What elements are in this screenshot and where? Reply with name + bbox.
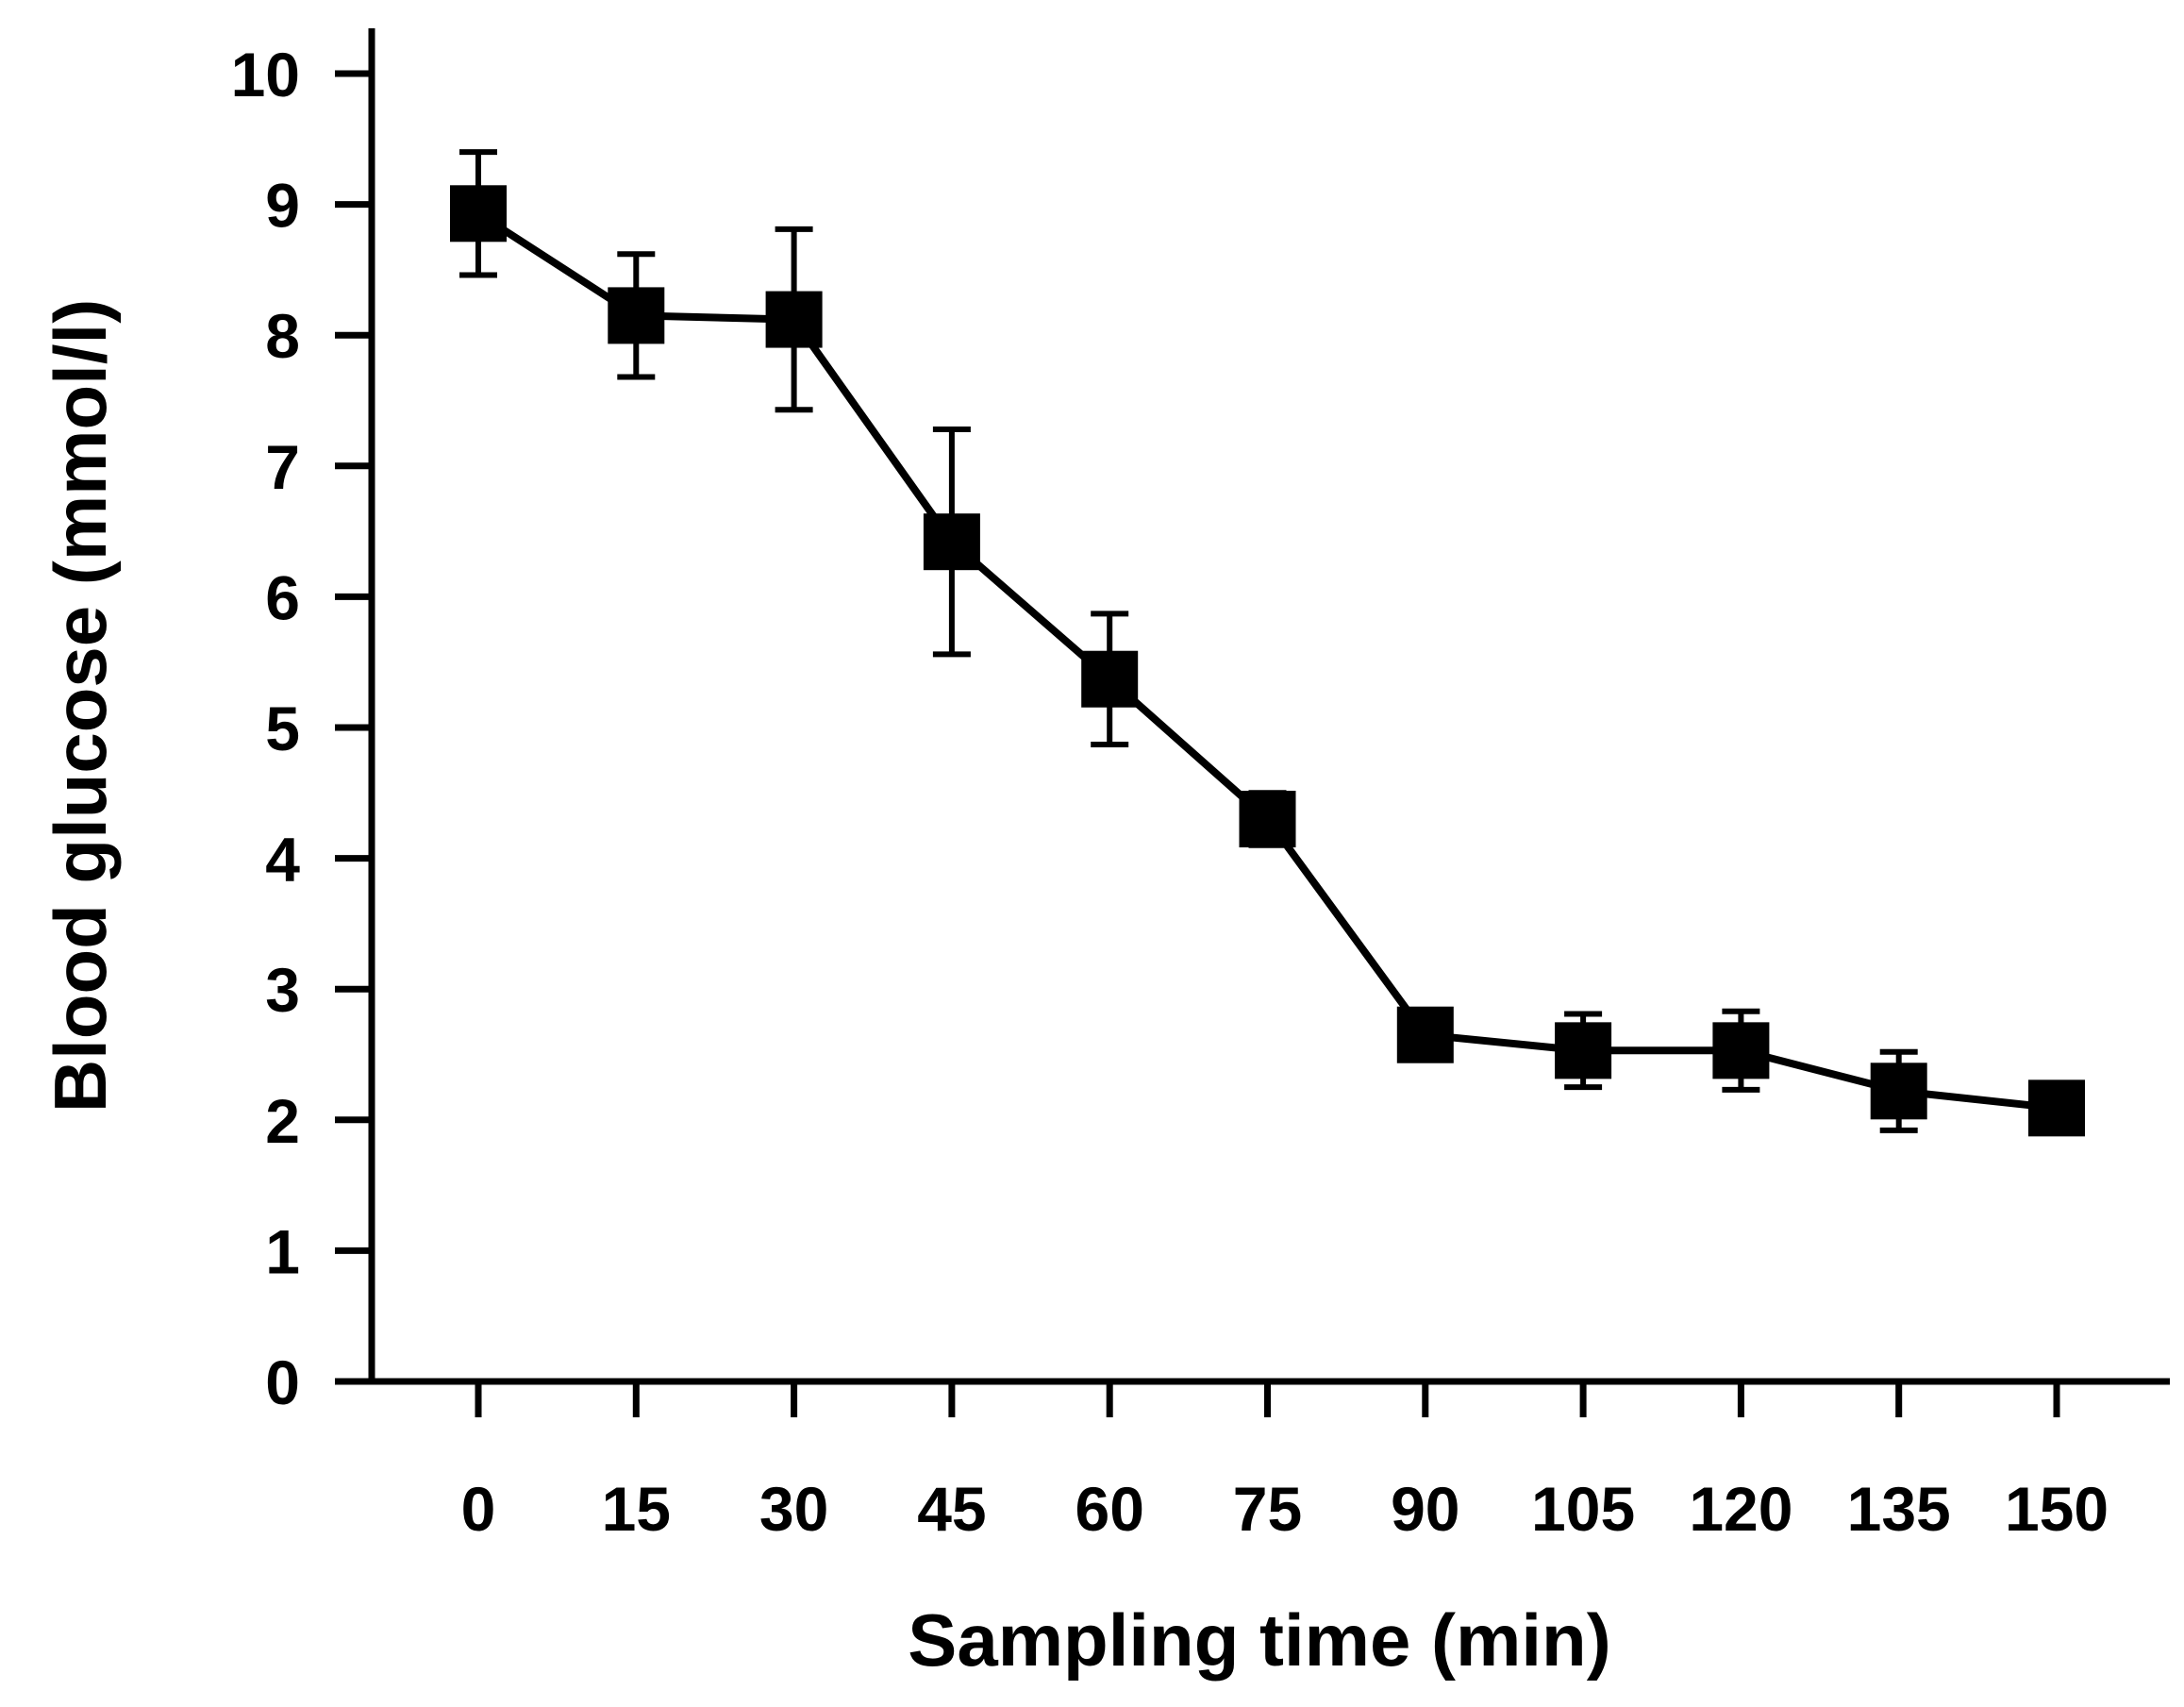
y-tick-label-5: 5 (265, 694, 300, 763)
x-tick-label-135: 135 (1847, 1474, 1951, 1544)
y-tick-label-0: 0 (265, 1347, 300, 1417)
y-tick-label-8: 8 (265, 301, 300, 371)
series-line-0 (475, 209, 2058, 1113)
data-point-75 (1239, 791, 1296, 848)
x-ticks: 0 15 30 45 60 75 90 105 120 135 150 (461, 1381, 2109, 1544)
y-tick-label-4: 4 (265, 825, 300, 895)
y-axis-title: Blood glucose (mmol/l) (39, 299, 122, 1113)
x-tick-label-30: 30 (759, 1474, 828, 1544)
data-point-90 (1396, 1006, 1454, 1063)
y-tick-label-10: 10 (231, 40, 300, 109)
axes (335, 28, 2170, 1385)
x-tick-label-45: 45 (917, 1474, 986, 1544)
x-tick-label-90: 90 (1391, 1474, 1459, 1544)
data-point-15 (608, 287, 665, 344)
x-tick-label-60: 60 (1075, 1474, 1143, 1544)
y-tick-label-1: 1 (265, 1216, 300, 1286)
data-point-150 (2028, 1079, 2085, 1137)
x-tick-label-150: 150 (2005, 1474, 2109, 1544)
data-point-45 (923, 513, 980, 571)
series-layer (450, 149, 2085, 1137)
data-point-120 (1712, 1022, 1770, 1079)
data-point-0 (450, 185, 507, 243)
x-tick-label-75: 75 (1233, 1474, 1302, 1544)
x-tick-label-105: 105 (1531, 1474, 1635, 1544)
x-axis-title: Sampling time (min) (908, 1598, 1610, 1682)
data-point-135 (1870, 1063, 1927, 1120)
x-tick-label-15: 15 (602, 1474, 671, 1544)
y-tick-label-7: 7 (265, 432, 300, 502)
y-tick-label-6: 6 (265, 562, 300, 632)
y-tick-label-9: 9 (265, 171, 300, 241)
y-tick-label-3: 3 (265, 955, 300, 1025)
data-point-30 (765, 291, 823, 348)
x-tick-label-120: 120 (1689, 1474, 1792, 1544)
y-ticks: 0 1 2 3 4 5 6 7 8 9 10 (231, 40, 372, 1417)
data-point-60 (1081, 650, 1139, 708)
data-point-105 (1555, 1022, 1612, 1079)
x-tick-label-0: 0 (461, 1474, 496, 1544)
y-tick-label-2: 2 (265, 1086, 300, 1156)
